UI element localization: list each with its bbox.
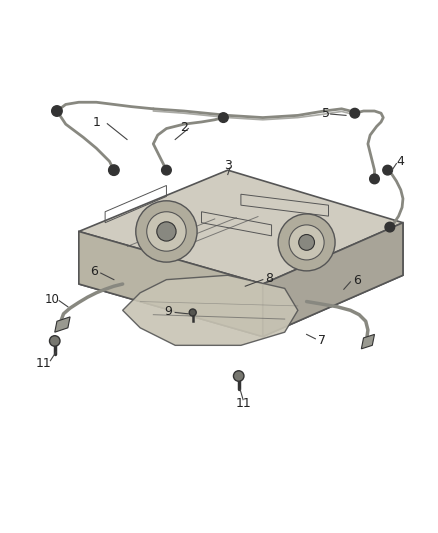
Text: 5: 5 bbox=[322, 107, 330, 120]
Polygon shape bbox=[79, 170, 403, 284]
Text: 9: 9 bbox=[165, 305, 173, 318]
Circle shape bbox=[136, 201, 197, 262]
Circle shape bbox=[233, 371, 244, 381]
Polygon shape bbox=[79, 231, 263, 336]
Text: 2: 2 bbox=[180, 120, 188, 134]
Text: 3: 3 bbox=[224, 159, 232, 172]
Text: 6: 6 bbox=[353, 274, 361, 287]
Polygon shape bbox=[361, 334, 374, 349]
Circle shape bbox=[383, 165, 392, 175]
Polygon shape bbox=[263, 223, 403, 336]
Circle shape bbox=[350, 108, 360, 118]
Polygon shape bbox=[79, 223, 403, 336]
Text: 11: 11 bbox=[36, 357, 52, 370]
Circle shape bbox=[219, 113, 228, 123]
Polygon shape bbox=[123, 275, 298, 345]
Circle shape bbox=[109, 165, 119, 175]
Circle shape bbox=[157, 222, 176, 241]
Text: 7: 7 bbox=[318, 335, 326, 348]
Text: 6: 6 bbox=[90, 265, 98, 278]
Circle shape bbox=[52, 106, 62, 116]
Text: 1: 1 bbox=[92, 116, 100, 130]
Polygon shape bbox=[55, 317, 70, 332]
Text: 8: 8 bbox=[265, 272, 273, 285]
Text: 11: 11 bbox=[235, 397, 251, 410]
Circle shape bbox=[162, 165, 171, 175]
Circle shape bbox=[189, 309, 196, 316]
Circle shape bbox=[278, 214, 335, 271]
Text: 4: 4 bbox=[397, 155, 405, 168]
Circle shape bbox=[385, 222, 395, 232]
Circle shape bbox=[147, 212, 186, 251]
Circle shape bbox=[49, 336, 60, 346]
Circle shape bbox=[289, 225, 324, 260]
Circle shape bbox=[370, 174, 379, 184]
Circle shape bbox=[299, 235, 314, 251]
Text: 10: 10 bbox=[44, 293, 59, 306]
